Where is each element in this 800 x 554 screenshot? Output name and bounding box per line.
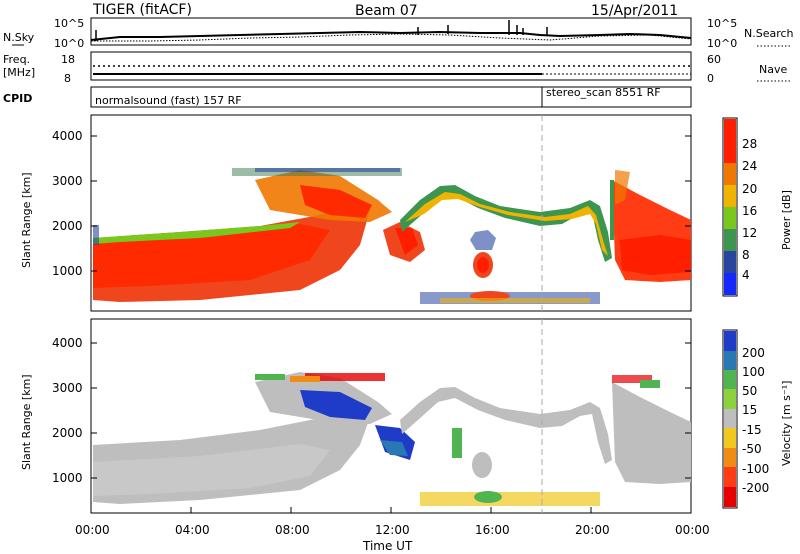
- vel-cbar-tick-neg15: -15: [742, 423, 762, 437]
- nave-tick-low: 0: [707, 72, 714, 85]
- xtick-0800: 08:00: [275, 523, 310, 537]
- power-y-ticks: 1000 2000 3000 4000: [52, 129, 691, 278]
- power-ytick-3000: 3000: [52, 174, 83, 188]
- power-cbar-tick-4: 4: [742, 268, 750, 282]
- velocity-colorbar: 200 100 50 15 -15 -50 -100 -200 Velocity…: [722, 329, 793, 509]
- vel-cbar-tick-50: 50: [742, 384, 757, 398]
- power-cbar-tick-12: 12: [742, 226, 757, 240]
- power-cbar-label: Power [dB]: [780, 190, 793, 250]
- velocity-ytick-1000: 1000: [52, 471, 83, 485]
- radar-title: TIGER (fitACF): [93, 2, 192, 18]
- nsearch-tick-low: 10^0: [707, 37, 737, 50]
- beam-title: Beam 07: [355, 3, 418, 19]
- freq-tick-low: 8: [64, 72, 71, 85]
- xtick-0000-end: 00:00: [675, 523, 710, 537]
- velocity-ytick-2000: 2000: [52, 426, 83, 440]
- nsky-trace: [90, 30, 692, 41]
- power-ytick-1000: 1000: [52, 264, 83, 278]
- velocity-x-ticks: 00:00 04:00 08:00 12:00 16:00 20:00 00:0…: [75, 507, 710, 553]
- power-cbar-tick-16: 16: [742, 204, 757, 218]
- cpid-program-2: stereo_scan 8551 RF: [546, 86, 661, 99]
- velocity-cbar-label: Velocity [m s⁻¹]: [780, 381, 793, 466]
- nsky-label: N.Sky: [3, 31, 35, 44]
- velocity-ytick-3000: 3000: [52, 381, 83, 395]
- power-cbar-tick-20: 20: [742, 182, 757, 196]
- nsearch-trace: [91, 33, 692, 42]
- nsearch-label: N.Search: [744, 27, 794, 40]
- power-colorbar: 4 8 12 16 20 24 28 Power [dB]: [722, 117, 793, 297]
- velocity-ylabel: Slant Range [km]: [20, 374, 33, 470]
- velocity-ytick-4000: 4000: [52, 336, 83, 350]
- vel-cbar-tick-15: 15: [742, 403, 757, 417]
- nave-label: Nave: [759, 63, 787, 76]
- vel-cbar-tick-neg50: -50: [742, 442, 762, 456]
- date-title: 15/Apr/2011: [591, 3, 679, 19]
- vel-cbar-tick-neg200: -200: [742, 481, 769, 495]
- power-scatter: [93, 168, 691, 304]
- power-cbar-tick-28: 28: [742, 137, 757, 151]
- power-panel: Slant Range [km] 1000 2000 3000 4000 4: [20, 114, 793, 312]
- power-ytick-2000: 2000: [52, 219, 83, 233]
- xtick-0000-start: 00:00: [75, 523, 110, 537]
- velocity-panel: Slant Range [km] 1000 2000 3000 4000 00:…: [20, 318, 793, 553]
- nsky-panel: N.Sky 10^5 10^0 10^5 10^0 N.Search: [3, 17, 794, 50]
- xtick-1600: 16:00: [475, 523, 510, 537]
- vel-cbar-tick-neg100: -100: [742, 462, 769, 476]
- nsky-tick-low: 10^0: [54, 37, 84, 50]
- velocity-y-ticks: 1000 2000 3000 4000: [52, 336, 691, 485]
- power-cbar-tick-24: 24: [742, 159, 757, 173]
- nsky-tick-high: 10^5: [54, 17, 84, 30]
- nsearch-tick-high: 10^5: [707, 17, 737, 30]
- cpid-label: CPID: [3, 92, 32, 105]
- xtick-1200: 12:00: [375, 523, 410, 537]
- xlabel: Time UT: [362, 539, 413, 553]
- freq-panel: Freq. [MHz] 18 8 60 0 Nave: [3, 51, 790, 85]
- nave-tick-high: 60: [707, 53, 721, 66]
- velocity-scatter: [93, 372, 691, 506]
- cpid-program-1: normalsound (fast) 157 RF: [95, 94, 242, 107]
- cpid-panel: CPID normalsound (fast) 157 RF stereo_sc…: [3, 86, 692, 108]
- freq-tick-high: 18: [61, 53, 75, 66]
- power-ytick-4000: 4000: [52, 129, 83, 143]
- freq-label: Freq.: [3, 53, 30, 66]
- xtick-0400: 04:00: [175, 523, 210, 537]
- power-cbar-tick-8: 8: [742, 248, 750, 262]
- nsky-spikes: [95, 20, 548, 41]
- power-ylabel: Slant Range [km]: [20, 172, 33, 268]
- vel-cbar-tick-100: 100: [742, 365, 765, 379]
- xtick-2000: 20:00: [575, 523, 610, 537]
- freq-unit: [MHz]: [3, 66, 35, 79]
- vel-cbar-tick-200: 200: [742, 346, 765, 360]
